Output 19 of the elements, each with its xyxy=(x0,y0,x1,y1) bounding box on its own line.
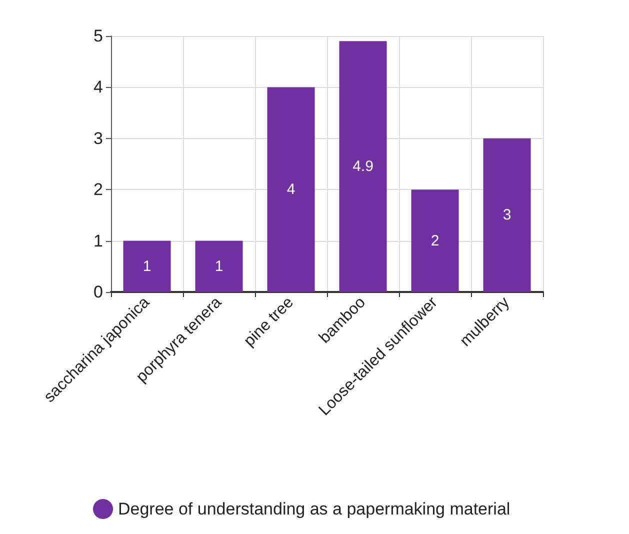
bar xyxy=(267,87,315,292)
y-tick-label: 0 xyxy=(94,282,103,302)
y-tick-label: 2 xyxy=(94,180,103,200)
bar xyxy=(483,138,531,292)
data-label: 2 xyxy=(430,232,440,250)
y-tick-label: 3 xyxy=(94,128,103,148)
data-label: 3 xyxy=(502,206,512,224)
data-label: 1 xyxy=(214,258,224,275)
legend-label: Degree of understanding as a papermaking material xyxy=(118,500,510,518)
bar xyxy=(411,190,459,292)
bar xyxy=(123,240,171,292)
data-label: 4 xyxy=(286,181,296,198)
y-tick-label: 1 xyxy=(94,231,103,250)
bar xyxy=(339,41,387,292)
y-tick-label: 5 xyxy=(94,26,103,46)
y-tick-label: 4 xyxy=(94,78,103,97)
data-label: 1 xyxy=(142,258,152,275)
bar xyxy=(195,240,243,292)
data-label: 4.9 xyxy=(352,158,374,176)
